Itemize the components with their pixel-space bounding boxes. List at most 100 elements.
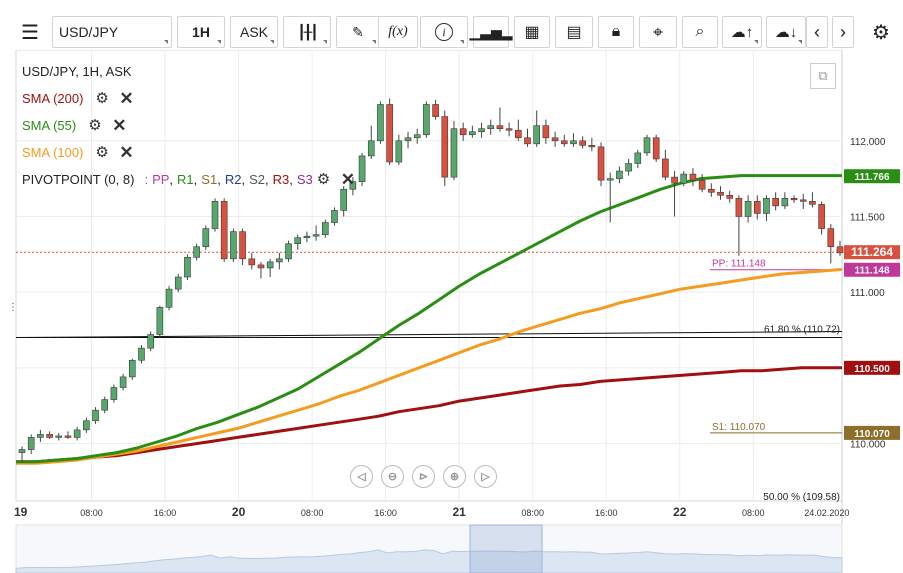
- candle-body: [193, 246, 200, 258]
- candle-body: [469, 131, 476, 136]
- price-label-sma55: 111.766: [854, 172, 889, 183]
- zoom-button[interactable]: ⌕: [682, 16, 718, 48]
- legend-title: USD/JPY, 1H, ASK: [22, 58, 355, 85]
- x-tick-label: 16:00: [154, 508, 177, 518]
- pivot-pp: PP: [152, 172, 170, 187]
- candle-body: [533, 125, 540, 145]
- pivot-comma: ,: [264, 172, 269, 187]
- reset-view-button[interactable]: ⊳: [412, 465, 435, 488]
- zoom-in-icon: ⊕: [449, 471, 460, 483]
- fib-line: [15, 330, 843, 339]
- candle-body: [726, 194, 734, 199]
- calendar-button[interactable]: ▦: [514, 16, 550, 48]
- pan-right-button[interactable]: ▷: [474, 465, 497, 488]
- info-button[interactable]: i: [420, 16, 468, 48]
- upload-button[interactable]: ☁↑: [722, 16, 762, 48]
- pivot-label: PIVOTPOINT (0, 8): [22, 172, 135, 187]
- candle-body: [772, 198, 779, 207]
- zoom-out-button[interactable]: ⊖: [381, 465, 404, 488]
- crosshair-button[interactable]: ⌖: [639, 16, 677, 48]
- price-label-sma200: 110.500: [854, 364, 890, 375]
- menu-button[interactable]: ☰: [12, 16, 48, 48]
- reset-icon: ⊳: [418, 471, 429, 483]
- pivot-comma: ,: [241, 172, 246, 187]
- candle-body: [18, 449, 26, 453]
- candle-body: [551, 137, 559, 142]
- download-button[interactable]: ☁↓: [766, 16, 806, 48]
- gear-icon[interactable]: ⚙: [316, 170, 331, 188]
- symbol-select[interactable]: USD/JPY: [52, 16, 172, 48]
- crosshair-icon: ⌖: [652, 21, 664, 42]
- chart-navigation: ◁ ⊖ ⊳ ⊕ ▷: [350, 465, 497, 488]
- close-icon[interactable]: ✕: [340, 169, 356, 189]
- candle-body: [542, 125, 550, 139]
- candle-body: [487, 125, 495, 129]
- sma100-label: SMA (100): [22, 145, 84, 160]
- y-tick-label: 110.000: [850, 439, 886, 450]
- pivot-s3: S3: [296, 172, 313, 187]
- sma55-line: [16, 174, 842, 464]
- candle-body: [27, 437, 35, 450]
- candle-body: [64, 435, 72, 438]
- candle-body: [46, 434, 53, 438]
- pivot-s2: S2: [249, 172, 265, 187]
- calendar-icon: ▦: [524, 24, 540, 41]
- timeframe-select[interactable]: 1H: [177, 16, 225, 48]
- indicators-button[interactable]: f(x): [378, 16, 418, 48]
- candle-body: [377, 104, 384, 142]
- pan-left-button[interactable]: ◁: [350, 465, 373, 488]
- scroll-right-button[interactable]: ›: [832, 16, 854, 48]
- zoom-in-button[interactable]: ⊕: [443, 465, 466, 488]
- candle-body: [450, 128, 458, 178]
- candle-body: [248, 258, 256, 266]
- price-type-select[interactable]: ASK: [230, 16, 278, 48]
- candle-body: [230, 231, 237, 260]
- news-button[interactable]: ▤: [555, 16, 593, 48]
- cloud-download-icon: ☁↓: [774, 24, 798, 41]
- candle-body: [643, 137, 651, 154]
- volume-button[interactable]: ▁▃▅▂: [469, 16, 513, 48]
- side-handle[interactable]: ⋮: [8, 302, 18, 313]
- gear-icon[interactable]: ⚙: [88, 116, 102, 134]
- candle-body: [809, 201, 816, 205]
- pencil-icon: ✎: [352, 23, 364, 40]
- close-icon[interactable]: ✕: [112, 115, 127, 135]
- lock-icon: 🔒︎: [611, 23, 621, 40]
- level-label-s1: S1: 110.070: [712, 422, 766, 433]
- price-chart[interactable]: 110.000 110.500 111.000 111.500 112.000 19 08:…: [0, 50, 903, 573]
- close-icon[interactable]: ✕: [119, 88, 134, 108]
- scroll-left-button[interactable]: ‹: [806, 16, 828, 48]
- close-icon[interactable]: ✕: [119, 142, 134, 162]
- candle-body: [836, 246, 844, 254]
- candle-body: [790, 198, 798, 201]
- candle-body: [753, 201, 761, 214]
- candle-body: [680, 173, 688, 184]
- info-icon: i: [435, 23, 453, 41]
- chart-type-button[interactable]: ┃╂┃: [283, 16, 331, 48]
- candle-body: [101, 399, 109, 411]
- zoom-icon: ⌕: [695, 23, 705, 40]
- candle-body: [257, 264, 265, 269]
- candle-body: [560, 140, 568, 145]
- expand-icon: ⧉: [818, 68, 828, 83]
- gear-icon[interactable]: ⚙: [95, 89, 109, 107]
- draw-tool-button[interactable]: ✎: [336, 16, 380, 48]
- gear-icon[interactable]: ⚙: [95, 143, 109, 161]
- candle-body: [266, 261, 274, 269]
- expand-chart-button[interactable]: ⧉: [810, 63, 836, 89]
- price-label-box-s1: [844, 425, 900, 440]
- candle-body: [698, 179, 706, 190]
- y-tick-label: 111.500: [850, 212, 885, 223]
- settings-button[interactable]: ⚙: [866, 16, 896, 48]
- lock-button[interactable]: 🔒︎: [598, 16, 634, 48]
- symbol-value: USD/JPY: [59, 24, 119, 40]
- candle-body: [579, 140, 586, 146]
- x-tick-label: 16:00: [595, 508, 618, 518]
- x-tick-label: 24.02.2020: [804, 508, 849, 518]
- sma55-label: SMA (55): [22, 118, 77, 133]
- candle-body: [735, 198, 743, 217]
- candle-body: [386, 104, 393, 163]
- candle-body: [606, 178, 614, 181]
- candle-body: [37, 434, 44, 438]
- candle-body: [110, 387, 118, 400]
